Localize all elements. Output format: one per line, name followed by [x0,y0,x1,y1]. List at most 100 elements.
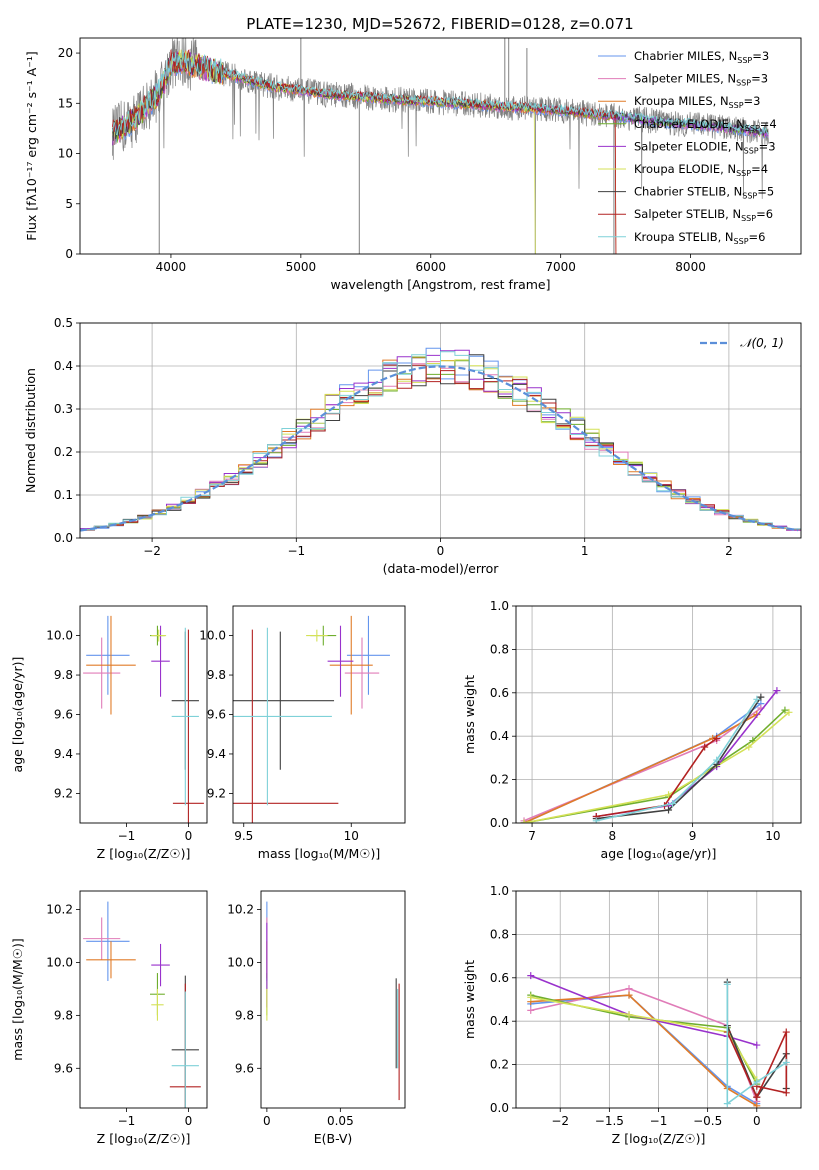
error-bar-point [233,627,332,806]
massweight-vs-age-panel: 7 8 9 10 0.0 0.2 0.4 0.6 0.8 1.0 age [log₁₀(age/yr… [462,599,802,861]
x-axis-label: wavelength [Angstrom, rest frame] [330,277,550,292]
y-tick-label: 0.8 [490,927,509,941]
y-tick-label: 10.0 [199,629,226,643]
figure-title: PLATE=1230, MJD=52672, FIBERID=0128, z=0… [246,15,633,33]
error-bar-point [86,941,136,979]
mass-weight-line [530,996,758,1081]
axes-frame [260,890,406,1109]
mass-weight-line [523,702,762,823]
mass-vs-EBV-plot-area [266,901,400,1101]
y-axis-label: Flux [fλ10⁻¹⁷ erg cm⁻² s⁻¹ A⁻¹] [24,51,39,240]
y-tick-label: 9.6 [235,1061,254,1075]
x-tick-label: 8000 [675,260,706,274]
error-bar-point [171,991,199,1108]
x-tick-label: 10 [765,829,780,843]
x-tick-label: 9 [689,829,697,843]
y-axis-label: Normed distribution [23,368,38,493]
x-tick-label: 0 [185,829,193,843]
mass-weight-marker [753,1102,761,1108]
mass-weight-marker [723,1100,731,1108]
mass-weight-marker [757,693,765,701]
mass-weight-marker [723,980,731,988]
mass-weight-marker [625,985,633,993]
error-bar-point [329,615,373,715]
residuals-legend: 𝒩(0, 1) [700,336,784,350]
y-tick-label: 0.6 [490,971,509,985]
mass-weight-marker [782,1058,790,1066]
mass-weight-line [523,713,758,823]
y-tick-label: 1.0 [490,884,509,898]
y-tick-label: 9.8 [235,1008,254,1022]
mass-weight-marker [785,708,793,716]
mass-vs-Z-panel: −1 0 9.6 9.8 10.0 10.2 Z [log₁₀(Z/Z☉)] mass [lo… [10,890,208,1146]
y-tick-label: 0.0 [54,531,73,545]
legend-label: Chabrier MILES, NSSP=3 [634,49,769,65]
y-tick-label: 9.4 [54,747,73,761]
legend-label: Chabrier STELIB, NSSP=5 [634,185,774,201]
x-tick-label: −1 [650,1114,668,1128]
massweight-vs-age-plot-area [520,687,793,823]
legend-label: Chabrier ELODIE, NSSP=4 [634,117,777,133]
x-tick-label: −0.5 [693,1114,722,1128]
y-tick-label: 0.6 [490,686,509,700]
mass-weight-marker [527,993,535,1001]
error-bar-point [171,627,199,806]
mass-weight-marker [665,806,673,814]
x-tick-label: −1.5 [595,1114,624,1128]
x-axis-label: age [log₁₀(age/yr)] [601,846,717,861]
y-axis-label: age [log₁₀(age/yr)] [10,657,25,773]
age-vs-mass-panel: 9.5 10 9.2 9.4 9.6 9.8 10.0 mass [log₁₀(M/M☉)] [199,605,406,861]
x-tick-label: 10 [344,829,359,843]
mass-weight-marker [745,743,753,751]
x-tick-label: −1 [118,829,136,843]
legend-label: Salpeter ELODIE, NSSP=3 [634,139,776,155]
error-bar-point [151,629,167,642]
legend-label: Salpeter MILES, NSSP=3 [634,72,768,88]
mass-weight-marker [753,1078,761,1086]
massweight-vs-age-axes: 7 8 9 10 0.0 0.2 0.4 0.6 0.8 1.0 age [log₁₀(age/yr… [462,599,802,861]
mass-weight-line [530,994,758,1107]
mass-weight-marker [713,734,721,742]
mass-weight-line [596,737,718,818]
x-axis-label: mass [log₁₀(M/M☉)] [258,846,380,861]
legend-label: Kroupa MILES, NSSP=3 [634,94,760,110]
error-bar-point [86,901,130,981]
error-bar-point [151,943,170,987]
y-tick-label: 0.8 [490,642,509,656]
axes-frame [515,605,802,824]
y-tick-label: 0.4 [490,729,509,743]
mass-weight-line [523,707,762,822]
axes-frame [79,37,802,255]
massweight-vs-Z-panel: −2 −1.5 −1 −0.5 0 0.0 0.2 0.4 0.6 0.8 1.0 Z [log₁₀(… [462,884,802,1146]
y-tick-label: 0.2 [54,445,73,459]
y-tick-label: 9.6 [54,1061,73,1075]
y-tick-label: 0.4 [490,1014,509,1028]
y-tick-label: 0.5 [54,316,73,330]
mass-weight-marker [773,687,781,695]
y-tick-label: 0.2 [490,1058,509,1072]
x-axis-label: Z [log₁₀(Z/Z☉)] [612,1131,706,1146]
error-bar-point [233,631,335,770]
mass-weight-marker [782,1028,790,1036]
x-tick-label: −2 [551,1114,569,1128]
mass-weight-marker [625,991,633,999]
massweight-vs-Z-plot-area [527,972,790,1108]
mass-weight-line [726,984,787,1106]
legend-label: Kroupa STELIB, NSSP=6 [634,230,765,246]
x-tick-label: −1 [287,544,305,558]
mass-weight-marker [669,799,677,807]
mass-weight-marker [665,791,673,799]
y-tick-label: 0.2 [490,773,509,787]
x-tick-label: 0 [263,1114,271,1128]
x-tick-label: 0 [185,1114,193,1128]
age-vs-mass-plot-area [233,615,390,823]
error-bar-point [151,988,164,1021]
x-tick-label: −1 [118,1114,136,1128]
massweight-vs-Z-axes: −2 −1.5 −1 −0.5 0 0.0 0.2 0.4 0.6 0.8 1.0 Z [log₁₀(… [462,884,802,1146]
error-bar-point [233,629,339,823]
y-tick-label: 10 [58,147,73,161]
y-tick-label: 9.8 [54,668,73,682]
spectrum-plot-area [112,38,769,254]
y-axis-label: mass [log₁₀(M/M☉)] [10,938,25,1060]
